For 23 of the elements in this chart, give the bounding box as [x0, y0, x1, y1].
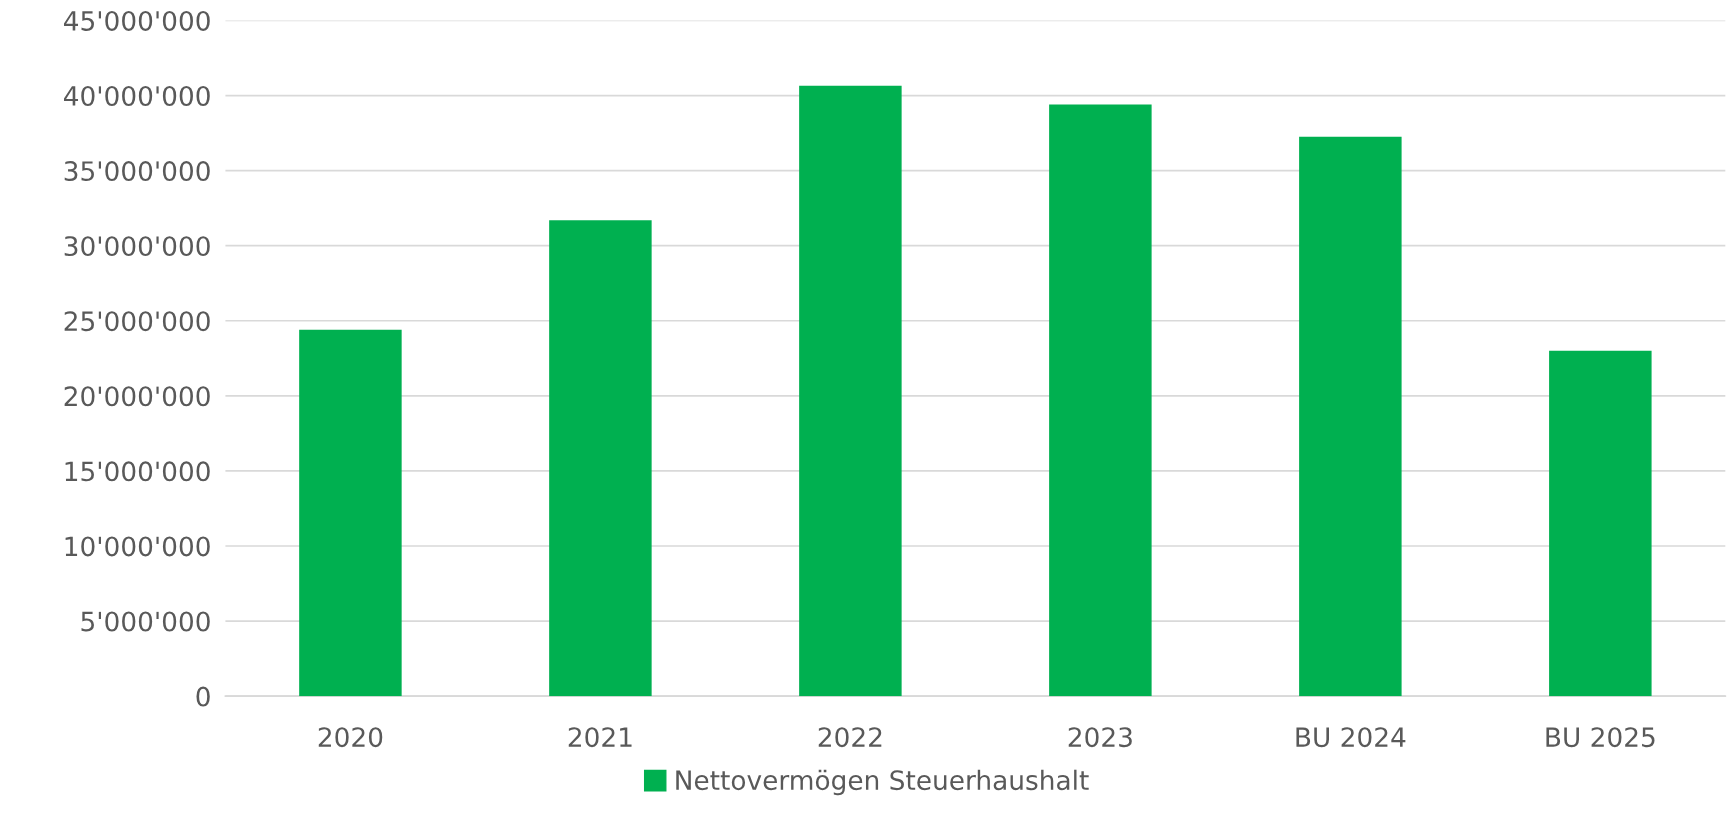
y-tick-label: 45'000'000	[64, 10, 210, 31]
y-tick-label: 0	[196, 686, 210, 707]
x-tick-label: BU 2024	[1296, 727, 1406, 748]
legend-label: Nettovermögen Steuerhaushalt	[676, 769, 1089, 796]
bar	[1049, 104, 1152, 697]
y-tick-label: 35'000'000	[64, 161, 210, 182]
x-tick-label: 2023	[1068, 727, 1132, 748]
y-tick-label: 20'000'000	[64, 386, 210, 407]
x-tick-label: 2021	[568, 727, 632, 748]
y-tick-label: 40'000'000	[64, 85, 210, 106]
x-tick-label: 2022	[818, 727, 882, 748]
y-tick-label: 15'000'000	[65, 461, 210, 482]
y-tick-label: 30'000'000	[64, 236, 210, 257]
y-tick-label: 10'000'000	[65, 536, 210, 557]
y-tick-label: 25'000'000	[64, 311, 210, 332]
bar	[299, 329, 402, 697]
x-tick-label: BU 2025	[1546, 727, 1655, 748]
bar	[1299, 136, 1402, 697]
x-tick-label: 2020	[318, 727, 383, 748]
bar	[549, 220, 652, 697]
bar	[1549, 350, 1652, 697]
bar	[799, 85, 902, 697]
y-tick-label: 5'000'000	[81, 611, 210, 632]
